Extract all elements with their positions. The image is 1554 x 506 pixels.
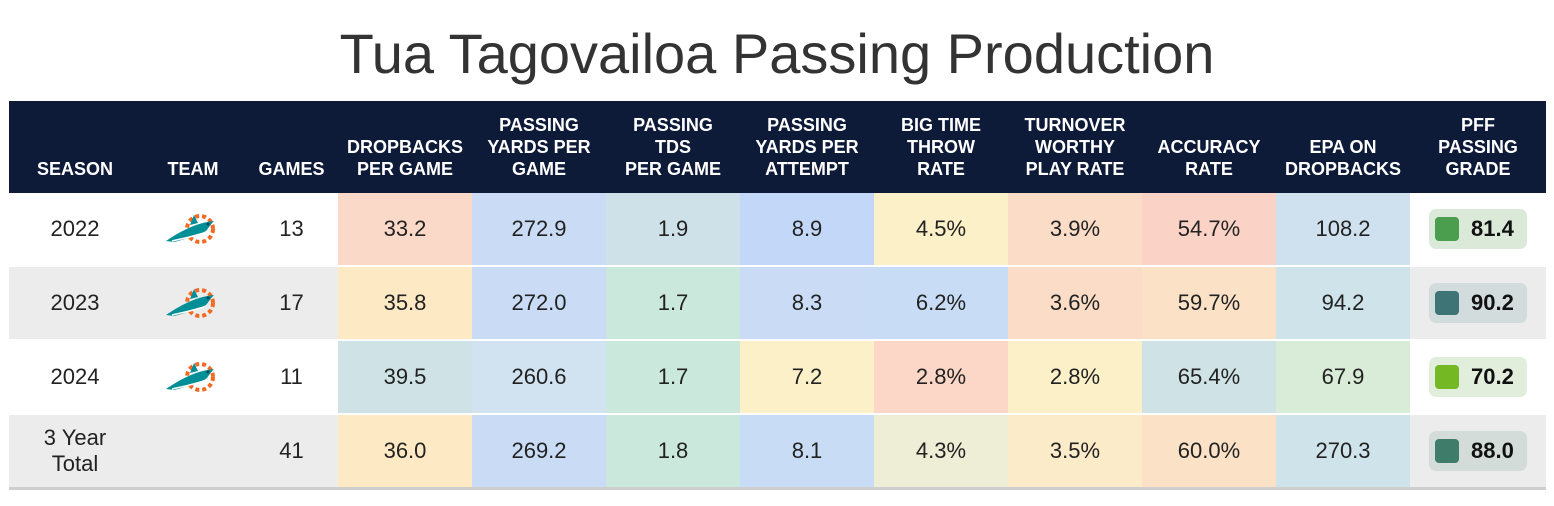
dropbacks-cell: 33.2 (338, 193, 472, 265)
team-cell (141, 267, 245, 339)
games-cell: 13 (279, 216, 304, 241)
big-time-throw-cell: 4.5% (874, 193, 1008, 265)
yards-per-attempt-cell: 8.3 (740, 267, 874, 339)
passing-tds-cell: 1.7 (606, 341, 740, 413)
header-games: GAMES (258, 159, 325, 179)
table-header: SEASON TEAM GAMES DROPBACKS PER GAME PAS… (9, 101, 1546, 193)
table-body: 2022 13 33.2 272.9 1.9 8.9 4.5% 3.9% 54.7% 108.2 8… (9, 193, 1546, 490)
header-grade: PFF PASSING GRADE (1438, 115, 1518, 179)
header-dropbacks: DROPBACKS PER GAME (346, 137, 463, 179)
dropbacks-cell: 39.5 (338, 341, 472, 413)
stats-table: SEASON TEAM GAMES DROPBACKS PER GAME PAS… (9, 101, 1546, 490)
table-row: 2022 13 33.2 272.9 1.9 8.9 4.5% 3.9% 54.7% 108.2 8… (9, 193, 1546, 267)
accuracy-cell: 65.4% (1142, 341, 1276, 413)
grade-swatch (1435, 439, 1459, 463)
epa-cell: 270.3 (1276, 415, 1410, 487)
dropbacks-cell: 35.8 (338, 267, 472, 339)
turnover-worthy-cell: 3.5% (1008, 415, 1142, 487)
yards-per-attempt-cell: 8.1 (740, 415, 874, 487)
header-yards-per-attempt: PASSING YARDS PER ATTEMPT (755, 115, 859, 179)
passing-tds-cell: 1.7 (606, 267, 740, 339)
season-cell: 2022 (50, 216, 100, 241)
passing-tds-cell: 1.8 (606, 415, 740, 487)
season-cell: 2024 (50, 364, 100, 389)
passing-yards-cell: 272.9 (472, 193, 606, 265)
turnover-worthy-cell: 2.8% (1008, 341, 1142, 413)
games-cell: 11 (280, 364, 303, 389)
yards-per-attempt-cell: 8.9 (740, 193, 874, 265)
big-time-throw-cell: 2.8% (874, 341, 1008, 413)
table-row: 2024 11 39.5 260.6 1.7 7.2 2.8% 2.8% 65.4% 67.9 70… (9, 341, 1546, 415)
accuracy-cell: 60.0% (1142, 415, 1276, 487)
header-passing-yards: PASSING YARDS PER GAME (487, 115, 591, 179)
grade-cell: 70.2 (1410, 341, 1546, 413)
big-time-throw-cell: 6.2% (874, 267, 1008, 339)
grade-swatch (1435, 365, 1459, 389)
team-cell (141, 415, 245, 487)
games-cell: 17 (279, 290, 304, 315)
header-season: SEASON (36, 159, 114, 179)
grade-cell: 81.4 (1410, 193, 1546, 265)
dropbacks-cell: 36.0 (338, 415, 472, 487)
team-cell (141, 193, 245, 265)
passing-yards-cell: 260.6 (472, 341, 606, 413)
grade-value: 88.0 (1471, 438, 1514, 463)
dolphins-logo-icon (164, 357, 222, 397)
epa-cell: 94.2 (1276, 267, 1410, 339)
passing-yards-cell: 269.2 (472, 415, 606, 487)
dolphins-logo-icon (164, 283, 222, 323)
accuracy-cell: 54.7% (1142, 193, 1276, 265)
table-row: 3 Year Total 41 36.0 269.2 1.8 8.1 4.3% 3.5% 60.… (9, 415, 1546, 490)
grade-cell: 88.0 (1410, 415, 1546, 487)
big-time-throw-cell: 4.3% (874, 415, 1008, 487)
header-epa: EPA ON DROPBACKS (1284, 137, 1401, 179)
header-turnover-worthy: TURNOVER WORTHY PLAY RATE (1024, 115, 1126, 179)
dolphins-logo-icon (164, 209, 222, 249)
header-team: TEAM (167, 159, 219, 179)
grade-swatch (1435, 217, 1459, 241)
games-cell: 41 (279, 438, 304, 463)
epa-cell: 108.2 (1276, 193, 1410, 265)
passing-yards-cell: 272.0 (472, 267, 606, 339)
grade-badge: 81.4 (1429, 209, 1527, 249)
grade-value: 81.4 (1471, 216, 1514, 241)
passing-tds-cell: 1.9 (606, 193, 740, 265)
turnover-worthy-cell: 3.9% (1008, 193, 1142, 265)
header-passing-tds: PASSING TDS PER GAME (624, 115, 721, 179)
team-cell (141, 341, 245, 413)
grade-badge: 90.2 (1429, 283, 1527, 323)
header-big-time-throw: BIG TIME THROW RATE (901, 115, 981, 179)
table-row: 2023 17 35.8 272.0 1.7 8.3 6.2% 3.6% 59.7% 94.2 90… (9, 267, 1546, 341)
grade-swatch (1435, 291, 1459, 315)
yards-per-attempt-cell: 7.2 (740, 341, 874, 413)
turnover-worthy-cell: 3.6% (1008, 267, 1142, 339)
grade-badge: 70.2 (1429, 357, 1527, 397)
accuracy-cell: 59.7% (1142, 267, 1276, 339)
grade-value: 70.2 (1471, 364, 1514, 389)
page-title: Tua Tagovailoa Passing Production (339, 22, 1215, 85)
header-accuracy: ACCURACY RATE (1157, 137, 1261, 179)
season-cell: 3 Year Total (43, 425, 107, 476)
grade-value: 90.2 (1471, 290, 1514, 315)
epa-cell: 67.9 (1276, 341, 1410, 413)
grade-badge: 88.0 (1429, 431, 1527, 471)
grade-cell: 90.2 (1410, 267, 1546, 339)
season-cell: 2023 (50, 290, 100, 315)
